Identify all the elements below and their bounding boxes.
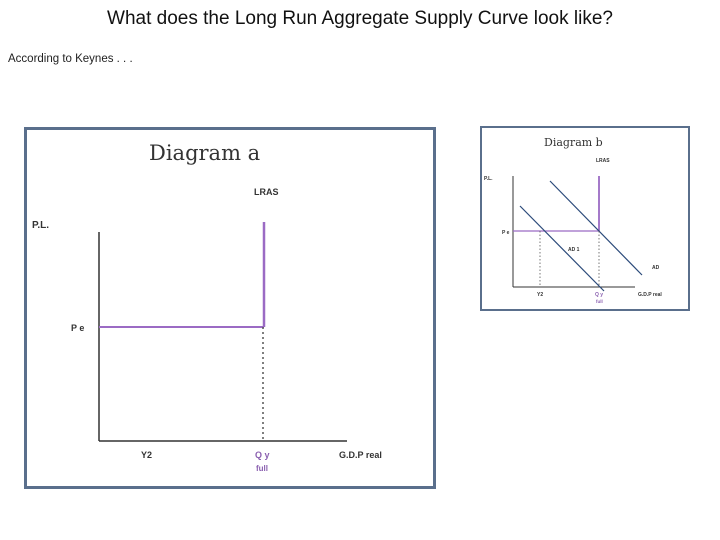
diagram-a-qy-label: Q y <box>255 450 270 460</box>
diagram-a-title: Diagram a <box>149 141 260 165</box>
diagram-b-svg: Diagram b LRAS P.L. P e AD 1 AD Y2 Q y f… <box>484 136 662 304</box>
diagram-b-x-axis-label: G.D.P real <box>638 292 662 298</box>
diagram-b-qy-label: Q y <box>595 292 603 298</box>
diagram-b-ad1-curve <box>519 205 605 292</box>
slide-title: What does the Long Run Aggregate Supply … <box>107 8 613 29</box>
diagram-b-title: Diagram b <box>544 136 603 149</box>
diagram-a-panel: Diagram a LRAS P.L. P e Y2 Q y full G.D.… <box>24 127 436 489</box>
diagram-a-lras-label: LRAS <box>254 187 279 197</box>
diagram-a-pe-label: P e <box>71 323 84 333</box>
diagram-a-x-axis-label: G.D.P real <box>339 450 382 460</box>
slide-subtitle: According to Keynes . . . <box>8 53 133 65</box>
diagram-a-svg: Diagram a LRAS P.L. P e Y2 Q y full G.D.… <box>32 141 382 473</box>
diagram-b-ad1-label: AD 1 <box>568 247 580 253</box>
diagram-b-lras-label: LRAS <box>596 158 610 164</box>
diagram-b-panel: Diagram b LRAS P.L. P e AD 1 AD Y2 Q y f… <box>480 126 690 311</box>
diagram-b-y2-label: Y2 <box>537 292 543 298</box>
diagram-b-pe-label: P e <box>502 230 510 236</box>
diagram-b-ad-label: AD <box>652 265 660 271</box>
diagram-b-full-label: full <box>596 299 603 304</box>
diagram-b-ad-curve <box>549 180 643 276</box>
diagram-a-y2-label: Y2 <box>141 450 152 460</box>
diagram-a-full-label: full <box>256 464 268 473</box>
diagram-a-y-axis-label: P.L. <box>32 220 49 231</box>
diagram-b-y-axis-label: P.L. <box>484 176 493 182</box>
